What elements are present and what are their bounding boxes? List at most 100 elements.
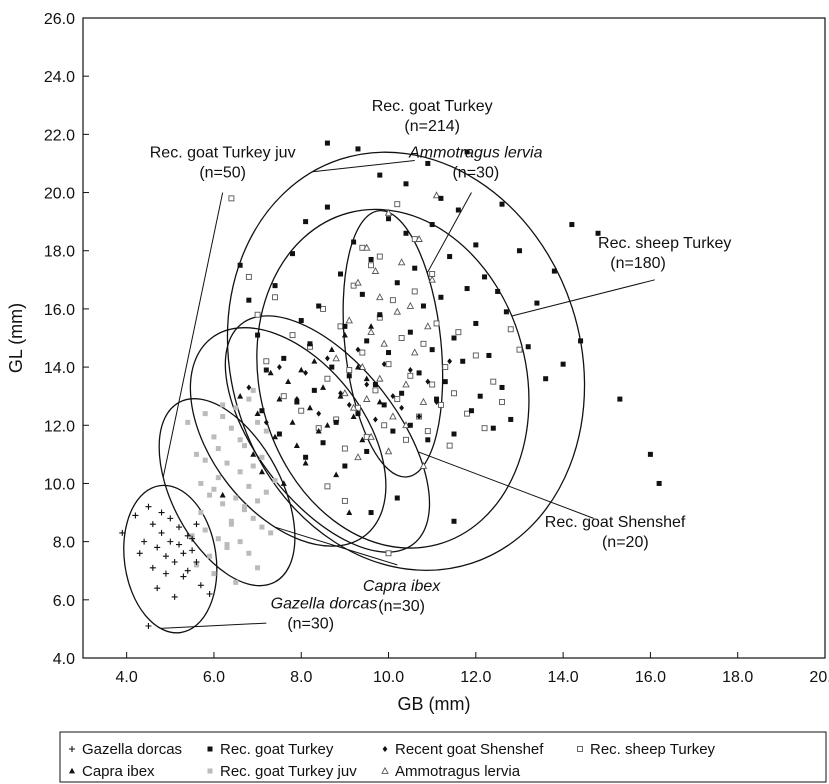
point-capra-ibex <box>219 491 226 498</box>
point-rec-goat-turkey <box>359 291 365 297</box>
point-gazella-dorcas <box>141 538 148 545</box>
point-rec-goat-turkey <box>451 431 457 437</box>
point-rec-goat-turkey-juv <box>220 501 226 507</box>
legend-box <box>59 731 827 783</box>
point-recent-goat-shenshef <box>447 358 453 365</box>
point-ammotragus-lervia <box>384 208 393 216</box>
point-recent-goat-shenshef <box>316 410 322 417</box>
point-rec-sheep-turkey <box>346 367 353 373</box>
point-ammotragus-lervia <box>402 380 410 388</box>
point-capra-ibex <box>293 442 300 449</box>
point-capra-ibex <box>324 422 331 428</box>
point-rec-goat-turkey-juv <box>233 495 239 501</box>
point-ammotragus-lervia <box>371 266 380 274</box>
point-rec-goat-turkey-juv <box>255 419 261 425</box>
point-rec-goat-turkey <box>364 338 370 344</box>
point-rec-goat-turkey <box>342 463 348 469</box>
point-gazella-dorcas <box>154 585 161 592</box>
point-recent-goat-shenshef <box>416 413 422 420</box>
leader-line <box>426 192 472 274</box>
point-rec-goat-turkey-juv <box>233 579 239 585</box>
point-ammotragus-lervia <box>406 301 415 309</box>
y-tick-label: 18.0 <box>44 244 75 261</box>
legend-marker <box>69 746 75 752</box>
leader-line <box>162 192 224 478</box>
point-rec-sheep-turkey <box>499 399 505 405</box>
point-rec-sheep-turkey <box>516 346 523 353</box>
point-rec-goat-turkey <box>246 297 252 303</box>
point-gazella-dorcas <box>171 559 178 565</box>
point-ammotragus-lervia <box>349 403 358 411</box>
point-rec-goat-turkey <box>420 303 426 309</box>
y-tick-label: 20.0 <box>44 186 75 203</box>
ellipse-recent-goat-shenshef <box>224 315 431 553</box>
point-rec-goat-turkey <box>272 283 278 289</box>
point-rec-goat-turkey <box>429 222 435 228</box>
legend-marker <box>69 767 75 774</box>
point-rec-goat-turkey <box>368 510 374 516</box>
point-rec-goat-turkey <box>595 230 601 236</box>
point-rec-goat-turkey-juv <box>250 515 256 521</box>
point-ammotragus-lervia <box>345 316 353 324</box>
point-rec-goat-turkey <box>303 219 309 225</box>
point-rec-sheep-turkey <box>446 442 453 449</box>
point-gazella-dorcas <box>180 573 187 580</box>
point-rec-goat-turkey-juv <box>272 478 278 484</box>
point-capra-ibex <box>328 346 335 353</box>
point-recent-goat-shenshef <box>294 396 300 403</box>
point-rec-sheep-turkey <box>368 262 375 269</box>
point-gazella-dorcas <box>167 538 174 545</box>
point-rec-sheep-turkey <box>490 378 497 385</box>
point-gazella-dorcas <box>184 532 191 539</box>
point-rec-goat-turkey-juv <box>202 527 208 533</box>
point-rec-goat-turkey <box>460 358 466 364</box>
point-capra-ibex <box>254 410 261 417</box>
point-rec-goat-turkey <box>346 373 352 379</box>
point-rec-sheep-turkey <box>424 428 431 435</box>
point-rec-goat-turkey-juv <box>255 498 261 504</box>
point-recent-goat-shenshef <box>425 378 431 385</box>
point-ammotragus-lervia <box>402 421 410 429</box>
annotation-label: Capra ibex <box>363 578 441 595</box>
point-rec-sheep-turkey <box>403 436 409 443</box>
point-capra-ibex <box>376 398 383 405</box>
point-gazella-dorcas <box>189 547 196 554</box>
point-rec-goat-turkey-juv <box>224 542 230 548</box>
point-rec-goat-turkey-juv <box>237 539 243 545</box>
point-rec-goat-turkey-juv <box>233 405 239 411</box>
point-ammotragus-lervia <box>358 362 367 370</box>
plot-frame <box>82 17 826 659</box>
point-rec-goat-turkey <box>560 361 566 367</box>
point-capra-ibex <box>320 384 327 390</box>
point-ammotragus-lervia <box>341 389 349 397</box>
point-rec-sheep-turkey <box>411 288 418 295</box>
point-recent-goat-shenshef <box>355 346 361 353</box>
point-rec-goat-turkey <box>425 160 431 166</box>
point-rec-goat-turkey <box>333 419 339 425</box>
legend-label: Ammotragus lervia <box>395 763 521 780</box>
point-rec-goat-turkey <box>543 376 549 382</box>
point-ammotragus-lervia <box>419 461 428 469</box>
point-ammotragus-lervia <box>354 453 362 461</box>
point-capra-ibex <box>350 413 357 419</box>
point-rec-goat-turkey <box>386 350 392 356</box>
point-gazella-dorcas <box>193 559 200 565</box>
point-rec-sheep-turkey <box>433 320 440 327</box>
point-rec-goat-turkey <box>403 230 409 236</box>
point-rec-goat-turkey-juv <box>198 480 204 486</box>
y-tick-label: 6.0 <box>53 593 75 610</box>
point-rec-goat-turkey-juv <box>259 454 265 460</box>
ellipse-rec-sheep-turkey <box>256 208 530 549</box>
point-gazella-dorcas <box>176 524 183 531</box>
point-rec-goat-turkey <box>464 286 470 292</box>
point-rec-goat-turkey <box>394 280 400 286</box>
leader-line <box>160 622 267 629</box>
point-gazella-dorcas <box>149 564 156 571</box>
point-capra-ibex <box>272 433 279 440</box>
point-capra-ibex <box>306 404 313 411</box>
point-gazella-dorcas <box>189 535 196 542</box>
point-rec-goat-turkey <box>495 288 501 294</box>
point-rec-goat-turkey-juv <box>211 486 217 492</box>
point-rec-goat-turkey <box>499 384 505 390</box>
